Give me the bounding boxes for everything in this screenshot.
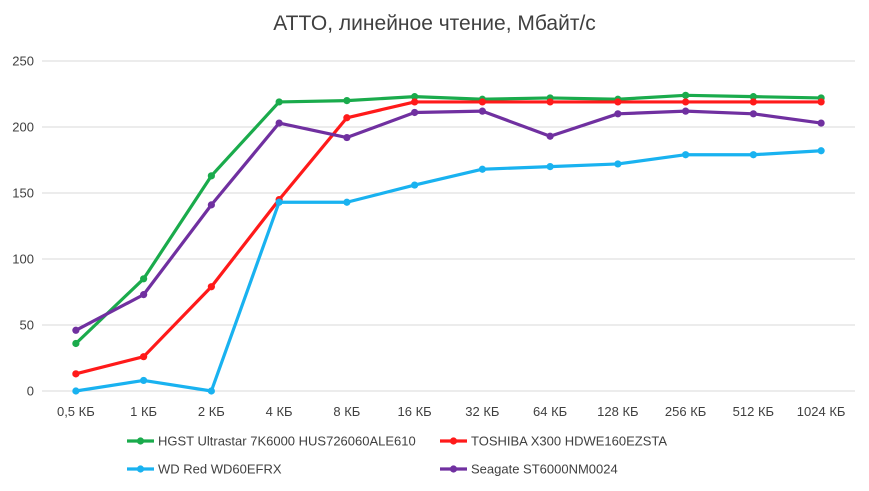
data-point [411,108,419,117]
data-point [817,98,825,106]
legend-label: WD Red WD60EFRX [158,462,282,477]
data-point [343,114,351,122]
data-point [682,151,690,159]
data-point [546,132,554,140]
data-point [207,201,215,209]
data-point [614,110,622,118]
data-point [478,107,486,115]
y-tick-label: 200 [12,120,34,135]
data-point [749,93,757,101]
y-tick-label: 150 [12,186,34,201]
x-tick-label: 256 КБ [665,404,706,419]
x-tick-label: 4 КБ [266,404,293,419]
series-line [74,149,823,393]
data-point [72,370,80,378]
data-point [411,181,419,189]
x-tick-label: 16 КБ [398,404,432,419]
data-point [275,119,283,127]
data-point [682,91,690,99]
data-point [817,119,825,127]
legend-swatch-marker [449,465,458,473]
y-tick-label: 250 [12,54,34,69]
data-point [478,98,486,106]
legend-label: TOSHIBA X300 HDWE160EZSTA [471,434,667,449]
data-point [749,110,757,118]
legend-label: HGST Ultrastar 7K6000 HUS726060ALE610 [158,434,416,449]
data-point [614,98,622,106]
data-point [478,165,486,173]
x-tick-label: 32 КБ [465,404,499,419]
x-tick-label: 512 КБ [733,404,774,419]
y-tick-label: 0 [27,384,34,399]
data-point [275,198,283,206]
data-point [343,97,351,105]
series-line [74,100,823,376]
data-point [140,376,148,385]
x-tick-label: 64 КБ [533,404,567,419]
legend-swatch-marker [136,465,145,473]
data-point [72,326,80,334]
series-line [74,109,823,332]
data-point [72,387,80,395]
legend-swatch-marker [136,437,145,445]
data-point [411,98,419,106]
x-tick-label: 8 КБ [333,404,360,419]
data-point [749,98,757,106]
data-point [343,133,351,142]
series-line [74,93,823,346]
data-point [614,160,622,168]
x-tick-label: 128 КБ [597,404,638,419]
x-tick-label: 0,5 КБ [57,404,95,419]
legend-swatch-marker [449,437,458,445]
data-point [207,387,215,395]
data-point [140,275,148,283]
data-point [72,339,80,348]
data-point [682,98,690,106]
data-point [546,163,554,171]
chart-title: ATTO, линейное чтение, Мбайт/с [273,12,596,35]
x-tick-label: 1024 КБ [797,404,846,419]
data-point [343,198,351,206]
data-point [546,98,554,106]
data-point [207,172,215,180]
data-point [817,147,825,155]
y-tick-label: 100 [12,252,34,267]
data-point [140,353,148,361]
legend-label: Seagate ST6000NM0024 [471,462,618,477]
x-tick-label: 2 КБ [198,404,225,419]
data-point [749,151,757,159]
x-tick-label: 1 КБ [130,404,157,419]
data-point [411,93,419,101]
data-point [140,291,148,299]
y-tick-label: 50 [20,318,34,333]
data-point [207,283,215,291]
data-point [275,98,283,106]
data-point [682,107,690,115]
